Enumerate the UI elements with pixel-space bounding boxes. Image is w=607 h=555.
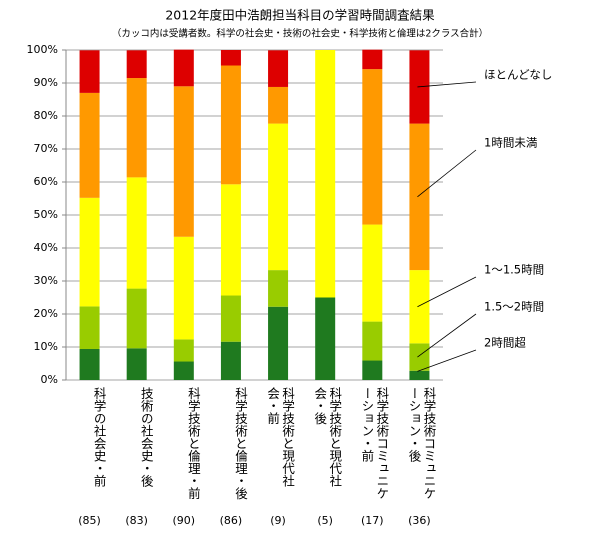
x-tick-label: 科学技術コミュニケーション・前 [359,387,390,500]
bar-segment [79,50,100,93]
x-tick-label: 科学技術と倫理・前 [185,387,201,500]
x-tick-label: 科学技術と現代社会・後 [312,387,343,487]
legend-leader [417,276,477,308]
legend-leader [417,349,477,372]
count-label: (36) [408,514,431,527]
bar-segment [126,177,147,289]
legend-label: ほとんどなし [484,68,552,82]
bar-segment [268,50,289,87]
count-label: (5) [317,514,333,527]
y-tick-label: 0% [41,373,58,386]
y-tick-label: 60% [34,175,58,188]
bar-segment [173,49,194,87]
x-tick-label: 科学技術と現代社会・前 [265,387,296,487]
bar-segment [409,343,430,371]
bar-segment [362,49,383,70]
bar-segment [173,339,194,362]
bar-segment [173,361,194,380]
bar-segment [268,86,289,124]
bar-segment [220,50,241,66]
bar-segment [79,306,100,349]
legend-label: 2時間超 [484,336,526,350]
legend-label: 1.5〜2時間 [484,300,544,314]
bar-segment [220,65,241,185]
bar-segment [409,123,430,271]
bar-segment [79,197,100,307]
bar-segment [126,78,147,178]
bar-segment [220,295,241,342]
bar-segment [409,270,430,344]
y-tick-label: 20% [34,307,58,320]
bar-segment [315,50,336,298]
bar-segment [126,348,147,380]
legend-label: 1時間未満 [484,136,537,150]
bar-segment [315,297,336,380]
x-tick-label: 技術の社会史・後 [138,387,154,487]
bar-segment [362,69,383,225]
legend-leader [417,81,477,88]
legend-leader [417,149,477,198]
bar-segment [126,50,147,79]
bar-segment [126,288,147,349]
bar-segment [362,224,383,322]
bar-segment [268,123,289,271]
x-tick-label: 科学技術コミュニケーション・後 [406,387,437,500]
bar-segment [173,86,194,237]
y-tick-label: 40% [34,241,58,254]
legend-label: 1〜1.5時間 [484,263,544,277]
count-label: (85) [78,514,101,527]
count-label: (83) [125,514,148,527]
y-tick-label: 100% [27,43,58,56]
bar-segment [79,348,100,380]
legend-leader [417,313,477,358]
bar-segment [220,184,241,296]
y-tick-label: 80% [34,109,58,122]
y-tick-label: 70% [34,142,58,155]
y-tick-label: 10% [34,340,58,353]
count-label: (17) [361,514,384,527]
count-label: (9) [270,514,286,527]
bar-segment [362,360,383,380]
bar-segment [220,341,241,380]
y-tick-label: 50% [34,208,58,221]
y-tick-label: 90% [34,76,58,89]
bar-segment [268,270,289,307]
bar-segment [173,236,194,340]
bar-segment [268,306,289,380]
y-tick-label: 30% [34,274,58,287]
x-tick-label: 科学の社会史・前 [91,387,107,487]
count-label: (90) [172,514,196,527]
bar-segment [409,370,430,380]
chart-title: 2012年度田中浩朗担当科目の学習時間調査結果 [165,8,435,23]
count-label: (86) [219,514,243,527]
chart-subtitle: （カッコ内は受講者数。科学の社会史・技術の社会史・科学技術と倫理は2クラス合計） [112,28,488,40]
bar-segment [362,321,383,361]
bar-segment [79,92,100,198]
x-tick-label: 科学技術と倫理・後 [232,387,248,500]
